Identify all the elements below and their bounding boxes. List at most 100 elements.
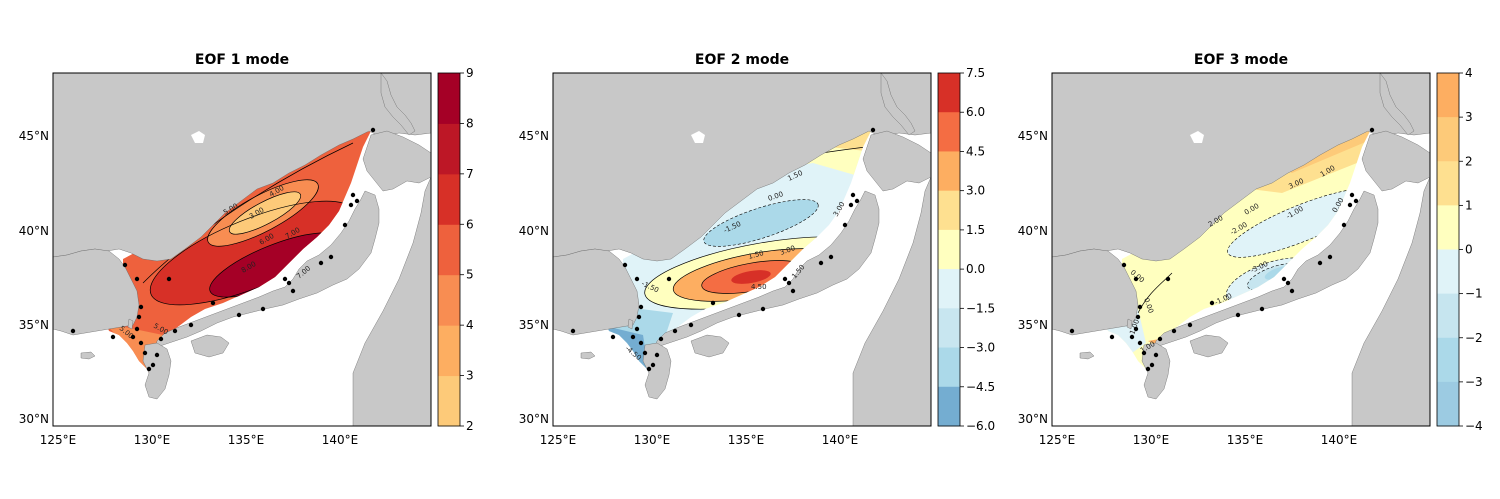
lat-tick-label: 45°N [19,129,49,143]
station-marker [138,340,144,346]
colorbar-segment [438,375,460,427]
lat-tick-label: 35°N [19,318,49,332]
panel-title-eof1: EOF 1 mode [195,52,289,68]
station-marker [1259,306,1265,312]
colorbar-tick-label: 5 [466,268,474,282]
panel-eof1: 5.00 4.00 3.00 6.00 7.00 8.00 7.00 5.00 … [52,72,432,427]
station-marker [1187,322,1193,328]
lat-tick-label: 40°N [19,224,49,238]
station-marker [350,192,356,198]
lon-tick-label: 140°E [322,433,359,447]
lat-ticks-eof1: 30°N 35°N 40°N 45°N [19,129,49,426]
station-marker [870,127,876,133]
station-marker [1171,328,1177,334]
station-marker [634,326,640,332]
station-marker [1137,340,1143,346]
station-marker [146,366,152,372]
lon-tick-label: 130°E [634,433,671,447]
contour-label: 4.50 [751,283,767,291]
stations-eof1 [70,127,376,372]
station-marker [342,222,348,228]
station-marker [650,362,656,368]
station-marker [666,276,672,282]
station-marker [818,260,824,266]
colorbar-tick-label: 7.5 [966,66,985,80]
station-marker [318,260,324,266]
lon-ticks-eof1: 125°E 130°E 135°E 140°E [40,433,359,447]
panel-title-eof2: EOF 2 mode [695,52,789,68]
colorbar-tick-label: −4 [1465,419,1483,433]
station-marker [634,276,640,282]
station-marker [1157,336,1163,342]
colorbar-tick-label: 4 [466,318,474,332]
station-marker [1289,288,1295,294]
colorbar-tick-label: −4.5 [966,380,995,394]
station-marker [630,334,636,340]
station-marker [638,304,644,310]
station-marker [188,322,194,328]
station-marker [1209,300,1215,306]
colorbar-tick-label: 1 [1465,198,1473,212]
station-marker [1317,260,1323,266]
lat-tick-label: 35°N [1018,318,1048,332]
station-marker [134,326,140,332]
lon-tick-label: 125°E [40,433,77,447]
station-marker [1285,280,1291,286]
station-marker [1349,192,1355,198]
colorbar-tick-label: 8 [466,116,474,130]
station-marker [150,362,156,368]
colorbar-tick-label: 4 [1465,66,1473,80]
colorbar-segment [438,173,460,225]
colorbar-tick-label: 0 [1465,243,1473,257]
station-marker [1133,276,1139,282]
station-marker [130,334,136,340]
lon-tick-label: 140°E [1321,433,1358,447]
station-marker [354,198,360,204]
colorbar-segment [1437,161,1459,206]
lat-tick-label: 30°N [1018,412,1048,426]
colorbar-tick-label: 1.5 [966,223,985,237]
station-marker [1135,314,1141,320]
station-marker [1129,334,1135,340]
colorbar-segment [938,229,960,270]
colorbar-segment [438,325,460,377]
station-marker [828,254,834,260]
colorbar-tick-label: −1 [1465,287,1483,301]
colorbar-tick-label: 3 [466,369,474,383]
lon-tick-label: 125°E [540,433,577,447]
colorbar-segment [938,151,960,192]
lat-tick-label: 45°N [519,129,549,143]
panel-eof3: 3.00 1.00 2.00 0.00 -1.00 -2.00 -3.00 -1… [1051,72,1431,427]
station-marker [70,328,76,334]
station-marker [142,350,148,356]
station-marker [1121,262,1127,268]
station-marker [1165,276,1171,282]
colorbar-tick-label: −3 [1465,375,1483,389]
station-marker [348,202,354,208]
station-marker [848,202,854,208]
colorbar-segment [1437,73,1459,118]
station-marker [1347,202,1353,208]
colorbar-segment [1437,381,1459,427]
station-marker [622,262,628,268]
station-marker [570,328,576,334]
station-marker [110,334,116,340]
station-marker [658,336,664,342]
colorbar-tick-label: 4.5 [966,144,985,158]
station-marker [154,352,160,358]
contour-label: 1.50 [747,249,764,261]
lon-tick-label: 140°E [822,433,859,447]
station-marker [854,198,860,204]
station-marker [370,127,376,133]
colorbar-tick-label: −3.0 [966,341,995,355]
lat-tick-label: 30°N [19,412,49,426]
station-marker [290,288,296,294]
lon-ticks-eof3: 125°E 130°E 135°E 140°E [1039,433,1358,447]
colorbar-tick-label: 6.0 [966,105,985,119]
station-marker [710,300,716,306]
station-marker [842,222,848,228]
colorbar-tick-label: −1.5 [966,301,995,315]
station-marker [134,276,140,282]
colorbar-tick-label: −2 [1465,331,1483,345]
